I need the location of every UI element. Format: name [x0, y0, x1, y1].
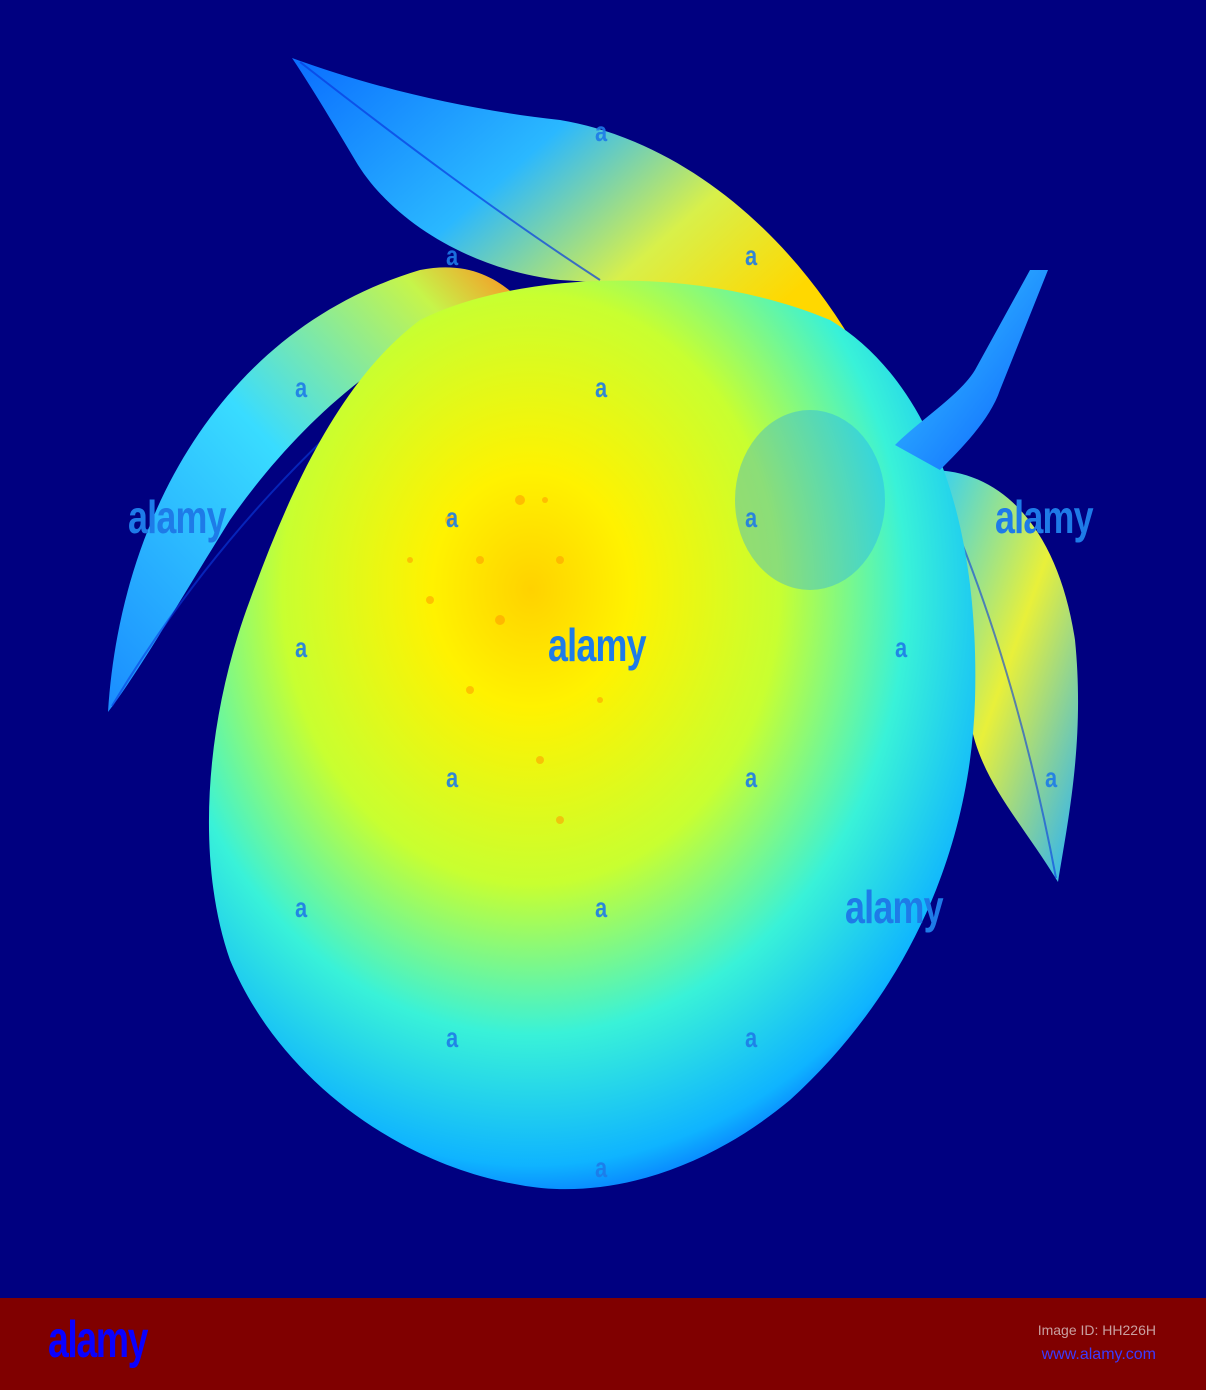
image-id-label: Image ID: HH226H — [1037, 1322, 1156, 1338]
watermark-a: a — [295, 372, 308, 403]
watermark-logo: alamy — [128, 491, 227, 543]
watermark-a: a — [745, 240, 758, 271]
watermark-logo: alamy — [548, 619, 647, 671]
watermark-a: a — [745, 762, 758, 793]
watermark-a: a — [446, 1022, 459, 1053]
watermark-logo: alamy — [845, 881, 944, 933]
mango-fruit — [208, 280, 976, 1190]
top-leaf — [292, 58, 860, 355]
watermark-logo: alamy — [995, 491, 1094, 543]
watermark-a: a — [745, 1022, 758, 1053]
watermark-a: a — [295, 632, 308, 663]
watermark-a: a — [595, 892, 608, 923]
watermark-a: a — [595, 1152, 608, 1183]
watermark-a: a — [595, 372, 608, 403]
mango-stem — [895, 270, 1048, 470]
site-url-link[interactable]: www.alamy.com — [1041, 1346, 1156, 1363]
watermark-a: a — [895, 632, 908, 663]
watermark-a: a — [595, 116, 608, 147]
watermark-a: a — [446, 240, 459, 271]
photo-stage: a a a a a a a a a a a a a a a a a alamy … — [108, 58, 1094, 1190]
alamy-logo[interactable]: alamy — [48, 1311, 148, 1369]
mango-illustration — [108, 58, 1079, 1190]
watermark-a: a — [446, 502, 459, 533]
watermark-a: a — [295, 892, 308, 923]
watermark-a: a — [1045, 762, 1058, 793]
footer-bar: alamy Image ID: HH226H www.alamy.com — [0, 1298, 1206, 1390]
watermark-a: a — [446, 762, 459, 793]
watermark-a: a — [745, 502, 758, 533]
